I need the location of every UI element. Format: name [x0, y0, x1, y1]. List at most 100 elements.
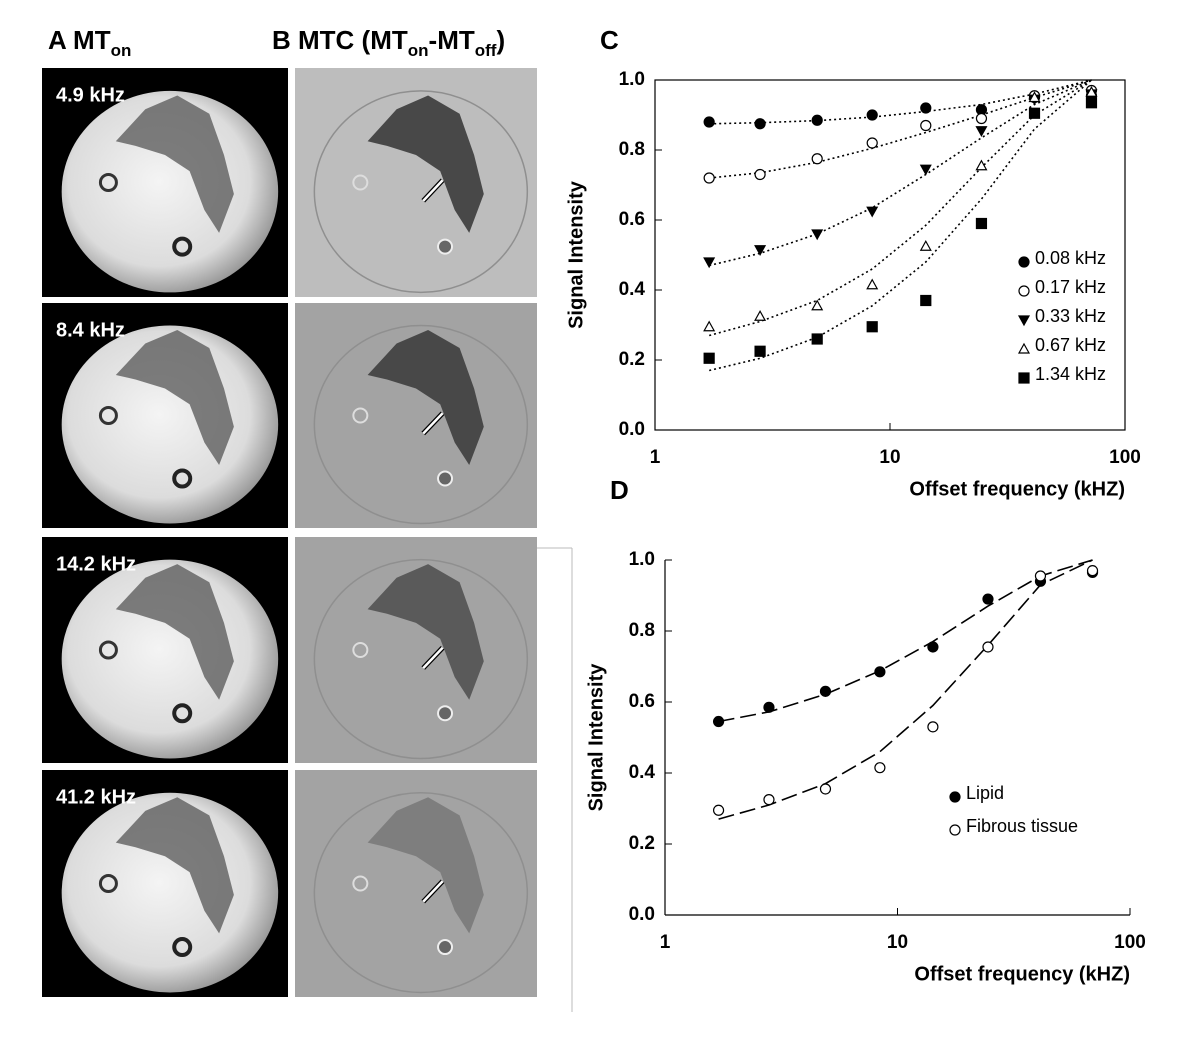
mtc-sample: [313, 791, 529, 994]
x-tick-label: 100: [1114, 932, 1146, 953]
x-tick-label: 10: [887, 932, 908, 953]
subscript: off: [475, 41, 497, 60]
fit-line: [709, 79, 1092, 125]
data-point: [819, 783, 832, 795]
mri-tissue: [115, 95, 234, 233]
mri-marker: [98, 406, 118, 425]
data-point: [811, 153, 823, 165]
data-point: [703, 116, 715, 128]
panel-title: A MTon: [48, 25, 131, 60]
panel-letter: A: [48, 25, 67, 55]
data-point: [866, 278, 879, 290]
y-tick-label: 1.0: [619, 69, 645, 90]
fit-line: [718, 559, 1093, 723]
panel-letter: C: [600, 25, 619, 55]
mri-marker: [172, 703, 193, 724]
data-point: [712, 715, 725, 728]
mtc-marker: [437, 470, 454, 487]
mri-marker: [172, 236, 193, 257]
subscript: on: [408, 41, 429, 60]
mtc-image: [295, 770, 537, 997]
mri-sample: [61, 90, 279, 293]
mtc-tissue: [367, 95, 484, 233]
data-point: [866, 206, 879, 218]
legend-label: 0.33 kHz: [1035, 306, 1106, 326]
mtc-marker: [352, 174, 369, 191]
mri-marker: [98, 173, 118, 192]
fit-line: [718, 559, 1093, 820]
arrow: [422, 646, 444, 669]
data-point: [975, 217, 988, 230]
panel-title-text: MT: [73, 25, 111, 55]
data-point: [712, 804, 725, 816]
data-point: [866, 109, 878, 121]
data-point: [811, 114, 823, 126]
mtc-marker: [437, 238, 454, 255]
y-tick-label: 1.0: [629, 549, 655, 570]
data-point: [754, 168, 766, 181]
data-point: [703, 172, 715, 184]
mri-tissue: [115, 797, 234, 934]
data-point: [1086, 565, 1099, 577]
image-label: 8.4 kHz: [56, 319, 125, 341]
data-point: [975, 126, 988, 137]
mri-marker: [172, 468, 193, 489]
data-point: [811, 229, 824, 241]
y-tick-label: 0.8: [619, 139, 645, 160]
x-axis-title: Offset frequency (kHZ): [909, 478, 1125, 500]
data-point: [1028, 91, 1041, 103]
legend-label: Lipid: [966, 783, 1004, 803]
data-point: [982, 593, 994, 605]
y-tick-label: 0.8: [629, 620, 655, 641]
data-point: [927, 641, 939, 653]
mri-marker: [172, 937, 193, 958]
legend-marker: [1017, 315, 1031, 327]
mri-sample: [61, 559, 279, 759]
x-tick-label: 100: [1109, 447, 1141, 468]
mtc-marker: [437, 705, 454, 722]
mri-tissue: [115, 564, 234, 700]
legend-label: 1.34 kHz: [1035, 364, 1106, 384]
mri-marker: [98, 640, 118, 660]
fit-line: [709, 79, 1092, 179]
data-point: [754, 245, 767, 256]
data-point: [866, 137, 878, 149]
data-point: [920, 102, 932, 114]
image-label: 41.2 kHz: [56, 786, 136, 808]
data-point: [920, 119, 932, 132]
mtc-marker: [352, 875, 369, 892]
legend-marker: [1018, 256, 1030, 268]
panel-title-text: ): [496, 25, 505, 55]
subscript: on: [111, 41, 132, 60]
fit-line: [709, 79, 1092, 267]
legend-marker: [1017, 342, 1031, 354]
data-point: [811, 333, 823, 345]
arrow: [422, 179, 444, 202]
data-point: [703, 352, 715, 364]
legend-label: 0.67 kHz: [1035, 335, 1106, 355]
y-tick-label: 0.6: [619, 209, 645, 230]
y-axis-title: Signal Intensity: [585, 663, 607, 812]
data-point: [763, 701, 775, 713]
mtc-marker: [352, 407, 369, 424]
mtc-tissue: [367, 564, 484, 700]
mri-tissue: [115, 330, 234, 465]
panel-title-text: -MT: [429, 25, 475, 55]
image-label: 14.2 kHz: [56, 553, 136, 575]
y-axis-title: Signal Intensity: [565, 180, 587, 329]
data-point: [1034, 570, 1047, 582]
legend-marker: [949, 791, 961, 803]
mtc-marker: [437, 939, 454, 956]
arrow: [422, 880, 444, 903]
y-tick-label: 0.0: [629, 904, 655, 925]
arrow: [422, 412, 444, 435]
y-tick-label: 0.0: [619, 419, 645, 440]
x-tick-label: 10: [879, 447, 900, 468]
mri-sample: [61, 792, 279, 993]
y-tick-label: 0.6: [629, 691, 655, 712]
y-tick-label: 0.2: [619, 349, 645, 370]
data-point: [703, 320, 716, 332]
x-tick-label: 1: [650, 447, 661, 468]
data-point: [982, 641, 994, 653]
